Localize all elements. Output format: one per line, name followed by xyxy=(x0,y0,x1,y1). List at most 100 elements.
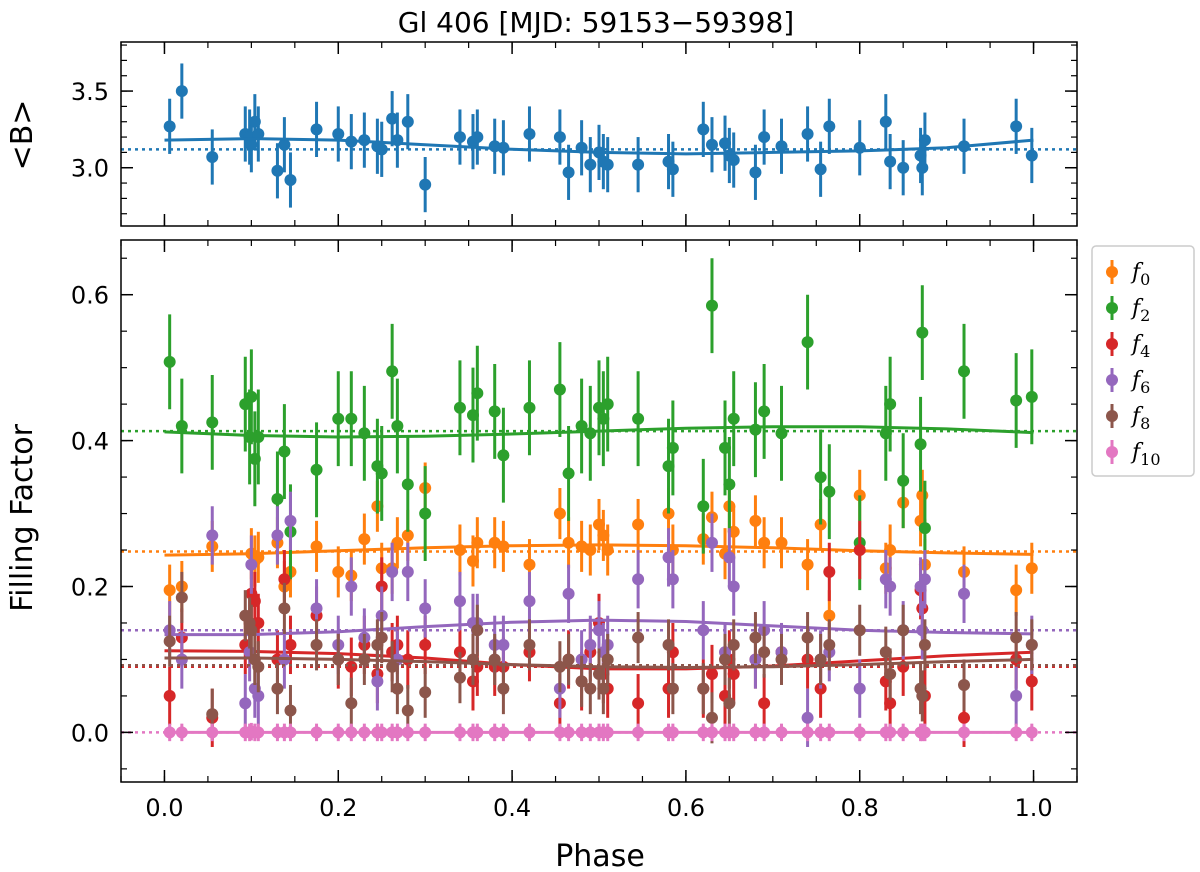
bottom-series-1-point xyxy=(884,398,897,411)
bottom-series-4-point xyxy=(175,591,188,604)
top-series-0-point xyxy=(705,138,718,151)
bottom-series-1-point xyxy=(1025,390,1038,403)
bottom-series-1-point xyxy=(488,405,501,418)
top-series-0-point xyxy=(801,128,814,140)
bottom-series-3-point xyxy=(801,711,814,724)
bottom-plot-area xyxy=(121,258,1077,747)
bottom-series-0-point xyxy=(632,518,645,531)
bottom-series-0-point xyxy=(466,554,479,567)
top-series-0-point xyxy=(252,128,265,140)
bottom-series-3-point xyxy=(666,573,679,586)
bottom-series-1-point xyxy=(466,409,479,422)
bottom-series-3-point xyxy=(593,624,605,637)
bottom-series-4-point xyxy=(271,682,284,695)
top-series-0-point xyxy=(271,164,284,177)
bottom-series-2-point xyxy=(758,697,771,710)
bottom-series-3-fit-curve xyxy=(164,618,1034,637)
bottom-series-3-point xyxy=(497,638,510,651)
bottom-series-1-point xyxy=(375,467,388,480)
bottom-series-4-point xyxy=(575,675,588,688)
bottom-series-1-point xyxy=(562,467,575,480)
x-tick-label: 1.0 xyxy=(1014,794,1052,822)
top-series-0-point xyxy=(1010,120,1023,133)
bottom-series-3-point xyxy=(727,580,740,593)
x-axis-label: Phase xyxy=(555,839,645,872)
bottom-series-1-point xyxy=(391,420,404,433)
bottom-series-1-point xyxy=(553,383,566,396)
bottom-series-1-point xyxy=(271,492,284,505)
bottom-series-2-point xyxy=(727,668,740,681)
bottom-series-4-point xyxy=(284,704,297,717)
legend-frame xyxy=(1091,245,1195,477)
bottom-series-2-point xyxy=(248,595,261,608)
bottom-y-tick-label: 0.4 xyxy=(71,428,109,456)
bottom-series-2-point xyxy=(1025,675,1038,688)
bottom-series-0-point xyxy=(775,536,788,549)
top-series-0-point xyxy=(453,131,466,144)
bottom-series-3-point xyxy=(386,565,399,578)
top-y-tick-label: 3.0 xyxy=(71,155,109,183)
bottom-series-2-point xyxy=(278,573,291,586)
bottom-series-1-point xyxy=(497,449,510,462)
bottom-series-2-point xyxy=(284,638,297,651)
bottom-series-1-point xyxy=(601,398,614,411)
bottom-series-1-point xyxy=(332,412,345,425)
bottom-series-4-point xyxy=(958,678,971,691)
x-tick-label: 0.4 xyxy=(493,794,531,822)
bottom-series-3-point xyxy=(453,595,466,608)
top-series-0-point xyxy=(918,134,931,147)
top-series-0-point xyxy=(666,163,679,176)
bottom-series-3-point xyxy=(284,514,297,527)
bottom-series-4-point xyxy=(471,624,484,637)
bottom-series-1-point xyxy=(823,485,836,498)
top-series-0-point xyxy=(553,131,566,144)
bottom-series-4-point xyxy=(727,638,740,651)
top-series-0-point xyxy=(471,131,484,144)
bottom-series-3-point xyxy=(239,697,252,710)
bottom-series-2-point xyxy=(345,660,358,673)
bottom-series-1-point xyxy=(727,412,740,425)
bottom-series-2-point xyxy=(632,697,645,710)
bottom-series-4-point xyxy=(453,671,466,684)
bottom-series-3-point xyxy=(884,580,897,593)
top-series-0-point xyxy=(601,158,614,171)
bottom-series-3-point xyxy=(371,675,384,688)
bottom-series-3-point xyxy=(523,595,536,608)
bottom-series-0-point xyxy=(916,489,929,502)
top-series-0-point xyxy=(823,120,836,133)
legend-marker xyxy=(1106,338,1118,350)
top-series-0-point xyxy=(163,120,176,133)
top-series-0-point xyxy=(584,158,597,171)
bottom-series-1-point xyxy=(523,401,536,414)
bottom-series-1-point xyxy=(914,438,927,451)
bottom-series-0-point xyxy=(523,558,536,571)
bottom-series-1-fit-curve xyxy=(164,425,1034,439)
bottom-series-4-point xyxy=(632,631,645,644)
bottom-series-2-point xyxy=(401,653,414,666)
bottom-series-0-point xyxy=(332,565,345,578)
bottom-series-1-point xyxy=(662,460,675,473)
bottom-series-3-point xyxy=(206,529,219,542)
bottom-series-4-point xyxy=(775,653,788,666)
bottom-series-1-point xyxy=(1010,394,1023,407)
bottom-series-4-point xyxy=(345,697,358,710)
bottom-series-1-point xyxy=(719,441,732,454)
bottom-series-3-point xyxy=(705,536,718,549)
top-series-0-point xyxy=(175,85,188,98)
bottom-series-4-point xyxy=(897,624,910,637)
bottom-series-4-point xyxy=(662,638,675,651)
bottom-series-0-point xyxy=(593,518,605,531)
bottom-series-4-point xyxy=(597,682,610,695)
bottom-series-1-point xyxy=(916,326,929,339)
top-series-0-point xyxy=(310,123,323,136)
bottom-series-4-fit-curve xyxy=(164,656,1034,670)
bottom-series-1-point xyxy=(879,427,892,440)
bottom-series-0-point xyxy=(163,584,176,597)
bottom-y-tick-label: 0.0 xyxy=(71,719,109,747)
top-series-0-point xyxy=(719,137,732,150)
top-series-0-point xyxy=(884,155,897,168)
bottom-series-4-point xyxy=(823,638,836,651)
bottom-series-4-point xyxy=(386,660,399,673)
bottom-series-0-fit-curve xyxy=(164,543,1034,557)
